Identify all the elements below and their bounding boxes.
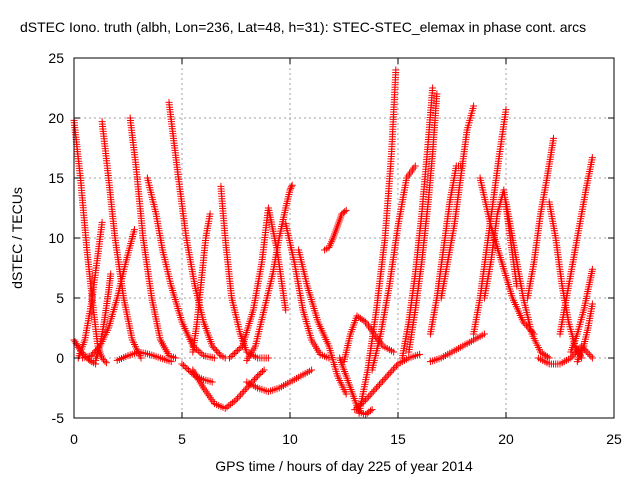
series-38-points: [567, 265, 596, 356]
series-4-points: [98, 118, 145, 362]
series-18: [295, 246, 350, 398]
y-tick-label: 10: [48, 230, 64, 246]
series-30-points: [470, 106, 510, 338]
series-27: [426, 162, 467, 338]
series-4: [98, 118, 145, 362]
series-29-points: [426, 330, 488, 366]
series-33-points: [502, 198, 553, 362]
series-24: [368, 162, 419, 374]
series-7-points: [126, 114, 179, 362]
series-15: [243, 181, 296, 364]
series-21-points: [340, 312, 398, 366]
series-28: [437, 102, 478, 302]
series-27-points: [426, 162, 467, 338]
series-24-points: [368, 162, 419, 374]
series-37: [556, 154, 596, 338]
series-25-points: [398, 84, 437, 362]
series-23: [355, 66, 400, 417]
series-10-points: [189, 210, 214, 356]
series-32-points: [476, 174, 538, 338]
y-tick-label: 20: [48, 110, 64, 126]
series-25: [398, 84, 437, 362]
series-33: [502, 198, 553, 362]
series-17: [282, 220, 333, 362]
series-12-points: [189, 366, 268, 412]
series-32: [476, 174, 538, 338]
ticks: 0 5 10 15 20 25 -5 0 5 10 15 20 25: [48, 50, 622, 447]
series-34-points: [524, 134, 557, 302]
series-19: [321, 206, 350, 254]
series-10: [189, 210, 214, 356]
series-29: [426, 330, 488, 366]
series-16-points: [243, 366, 316, 396]
x-axis-label: GPS time / hours of day 225 of year 2014: [215, 458, 473, 474]
x-tick-label: 0: [70, 431, 78, 447]
series-6-points: [113, 348, 175, 366]
y-tick-label: 15: [48, 170, 64, 186]
series-26-points: [405, 90, 441, 356]
series-5-points: [92, 270, 115, 364]
data-points: [70, 66, 596, 418]
series-17-points: [282, 220, 333, 362]
series-6: [113, 348, 175, 366]
series-39-points: [573, 300, 596, 366]
x-tick-label: 5: [178, 431, 186, 447]
y-tick-label: 25: [48, 50, 64, 66]
series-19-points: [321, 206, 350, 254]
y-tick-label: 0: [56, 350, 64, 366]
series-15-points: [243, 181, 296, 364]
series-7: [126, 114, 179, 362]
chart-title: dSTEC Iono. truth (albh, Lon=236, Lat=48…: [20, 19, 586, 35]
series-39: [573, 300, 596, 366]
series-28-points: [437, 102, 478, 302]
series-5: [92, 270, 115, 364]
series-18-points: [295, 246, 350, 398]
series-26: [405, 90, 441, 356]
series-34: [524, 134, 557, 302]
series-30: [470, 106, 510, 338]
x-tick-label: 10: [282, 431, 298, 447]
series-12: [189, 366, 268, 412]
y-tick-label: 5: [56, 290, 64, 306]
series-38: [567, 265, 596, 356]
y-tick-label: -5: [52, 410, 65, 426]
x-tick-label: 15: [390, 431, 406, 447]
x-tick-label: 25: [606, 431, 622, 447]
y-axis-label: dSTEC / TECUs: [9, 187, 25, 289]
series-16: [243, 366, 316, 396]
x-tick-label: 20: [498, 431, 514, 447]
series-21: [340, 312, 398, 366]
series-23-points: [355, 66, 400, 417]
series-37-points: [556, 154, 596, 338]
